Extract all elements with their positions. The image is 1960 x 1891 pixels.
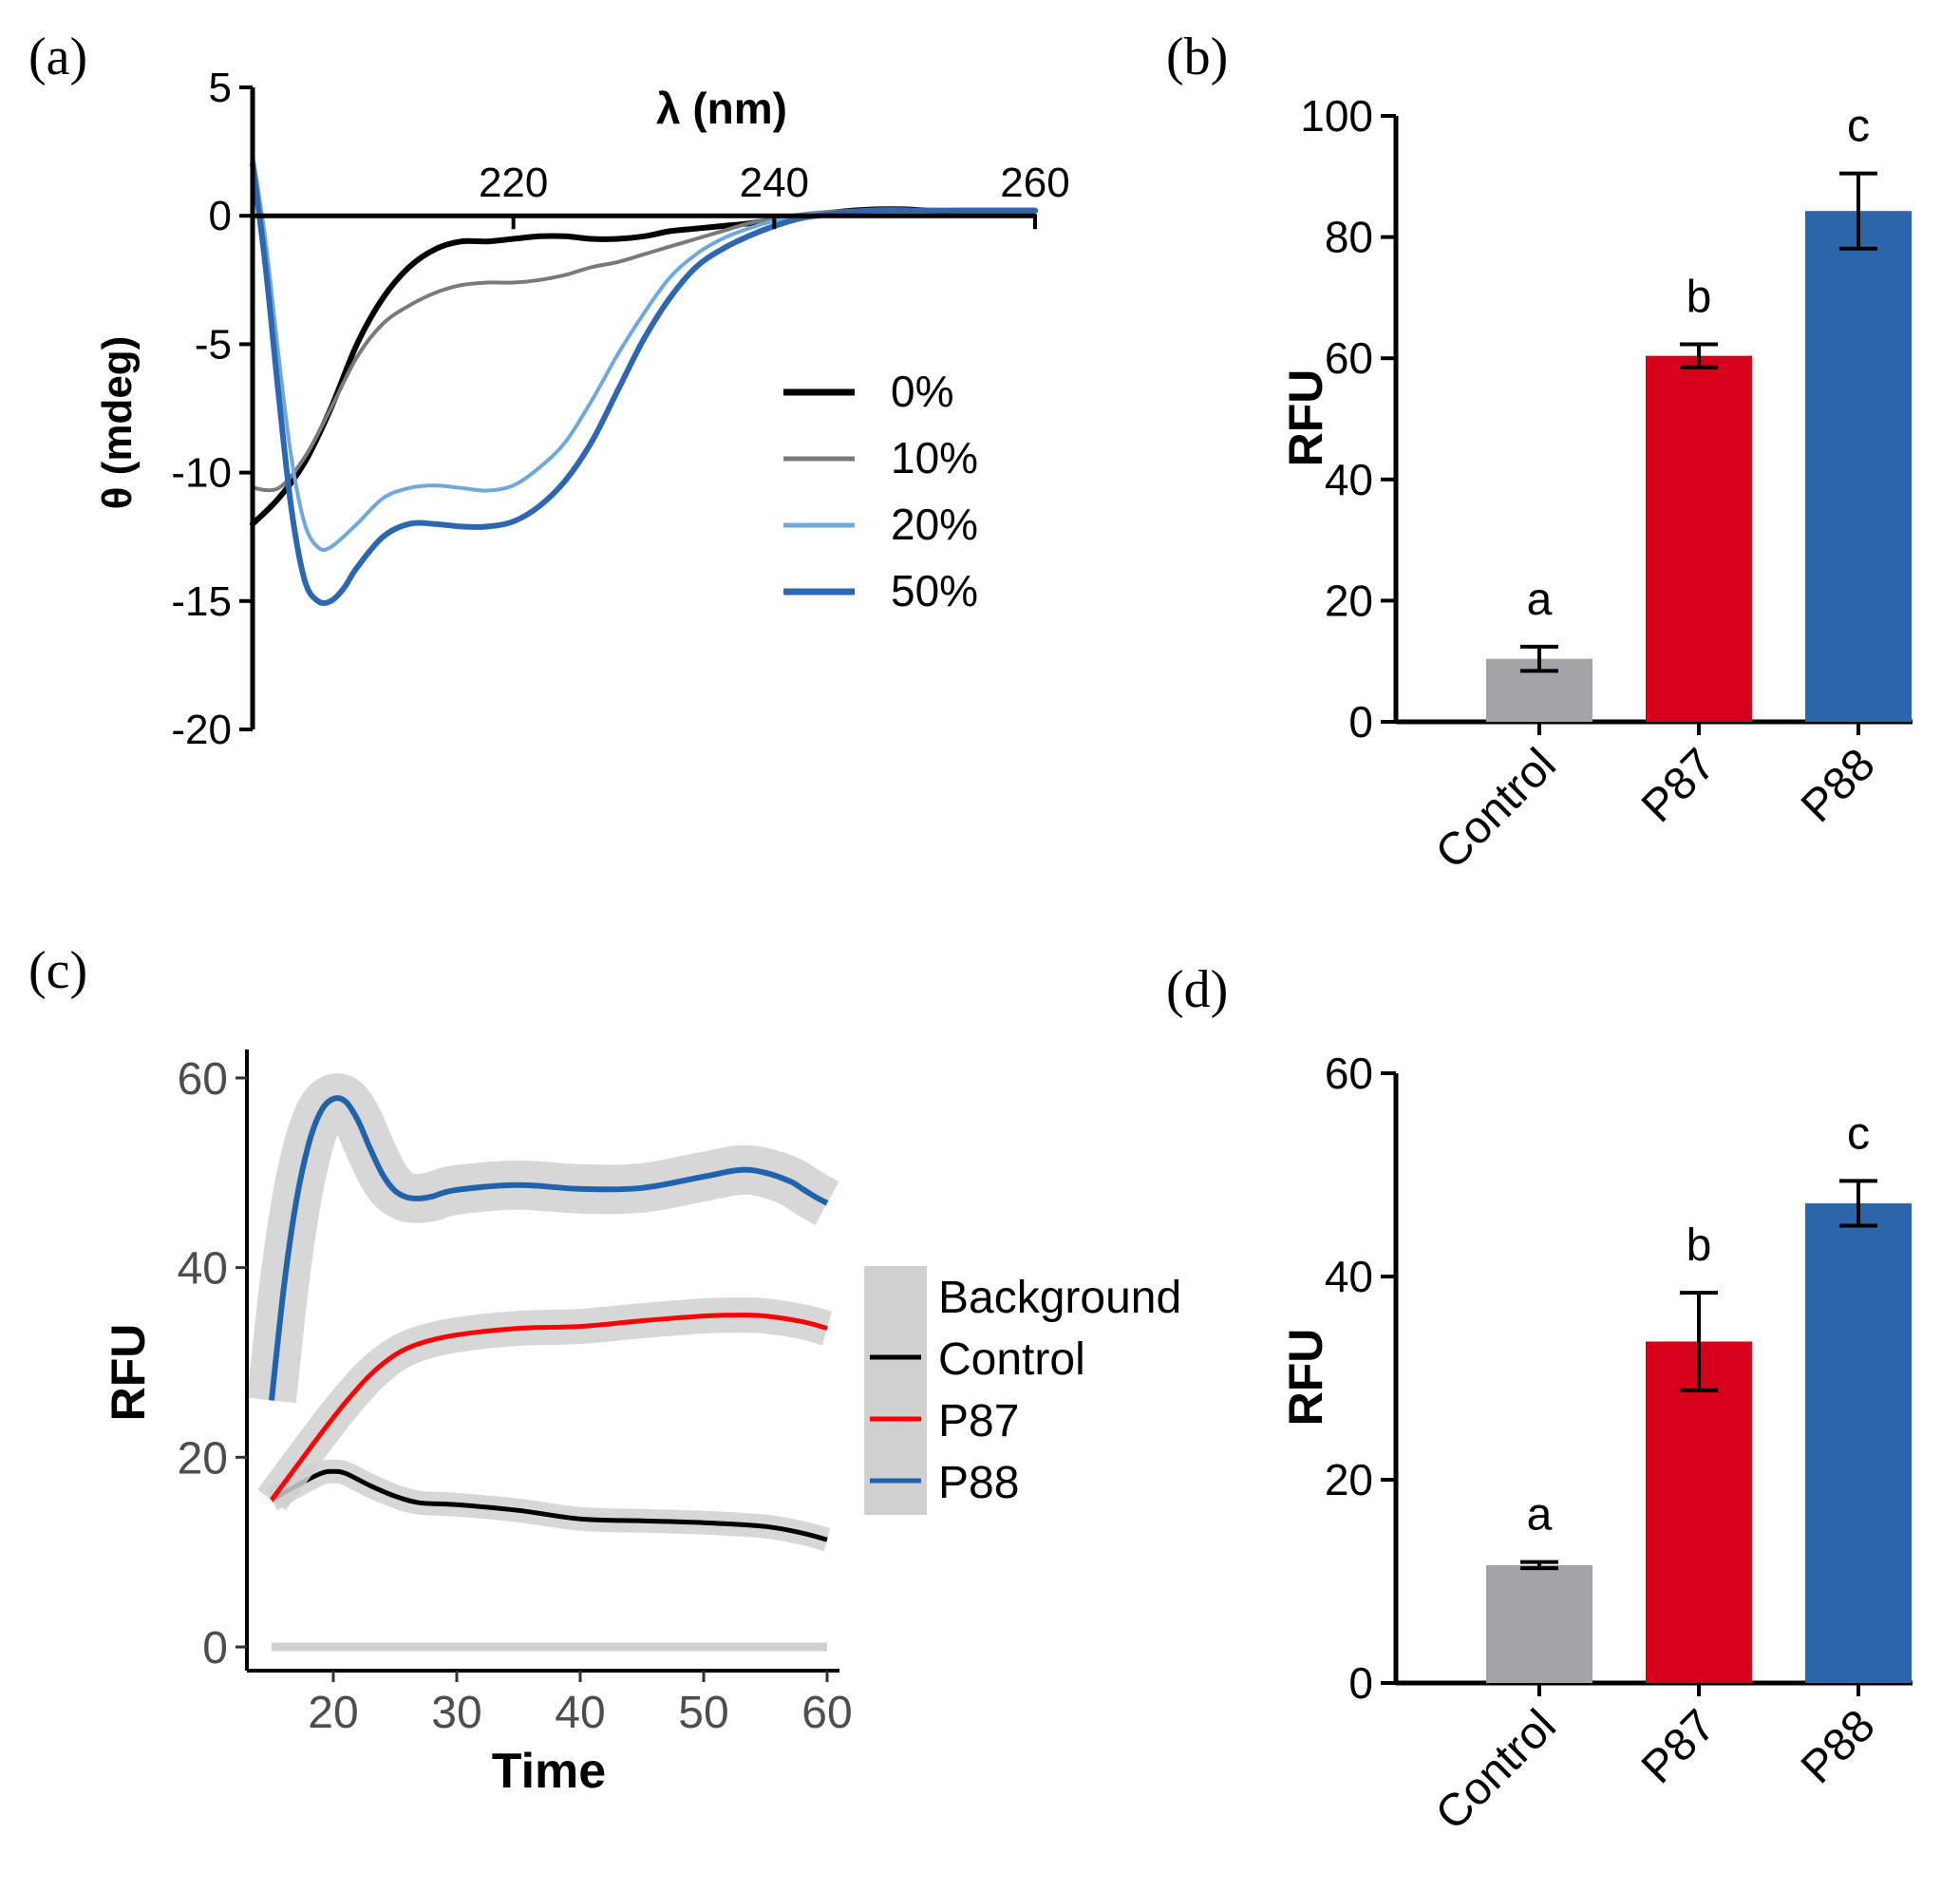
- panel-c-legend-label-1: Control: [938, 1334, 1085, 1385]
- panel-a-legend-label-0: 0%: [891, 367, 953, 416]
- panel-b-ytick-label-5: 100: [1300, 91, 1373, 141]
- panel-c-xtick-label-2: 40: [555, 1688, 605, 1738]
- panel-a-xtick-label-2: 260: [1000, 160, 1069, 206]
- panel-c-xtick-label-3: 50: [678, 1688, 728, 1738]
- panel-c-series-line-1: [270, 1468, 828, 1542]
- panel-c-series-line-2: [269, 1313, 828, 1502]
- panel-a-ytick-label-2: -5: [195, 321, 232, 368]
- panel-a-ylabel: θ (mdeg): [94, 336, 141, 510]
- panel-c-xtick-label-4: 60: [801, 1688, 852, 1738]
- panel-b-significance-letter-0: a: [1527, 575, 1553, 625]
- panel-c-xtick-label-0: 20: [308, 1688, 358, 1738]
- panel-a-ytick-label-5: -20: [171, 707, 232, 753]
- panel-d-bar-control: [1486, 1564, 1592, 1683]
- panel-d-ylabel: RFU: [1279, 1329, 1332, 1427]
- panel-a-series-group: [250, 152, 1038, 607]
- panel-c-series-group: [247, 1073, 839, 1652]
- panel-b-ytick-label-3: 60: [1325, 333, 1373, 383]
- panel-b-ylabel: RFU: [1279, 369, 1332, 467]
- panel-a-xlabel: λ (nm): [656, 84, 787, 133]
- panel-d-label: (d): [1166, 960, 1228, 1019]
- panel-a-cd-spectra: (a) 5 0 -5 -10 -15 -20 220 240 260 λ (nm) θ (mde…: [28, 28, 1070, 753]
- panel-a-label: (a): [28, 28, 87, 86]
- panel-c-time-series: (c) 0 20 40 60 20 30 40 50 60 Time RFU Backgroun…: [28, 941, 1181, 1799]
- panel-a-legend-label-1: 10%: [891, 433, 978, 482]
- panel-c-legend: Background Control P87 P88: [864, 1266, 1181, 1515]
- panel-a-ytick-label-3: -10: [171, 450, 232, 497]
- panel-c-axes: 0 20 40 60 20 30 40 50 60: [178, 1050, 853, 1738]
- panel-c-label: (c): [28, 941, 87, 1000]
- panel-a-series-line-3: [250, 161, 1038, 607]
- panel-a-legend-label-3: 50%: [891, 566, 978, 615]
- panel-b-label: (b): [1166, 28, 1228, 86]
- panel-a-legend-label-2: 20%: [891, 500, 978, 549]
- panel-b-ytick-label-2: 40: [1325, 455, 1373, 504]
- panel-d-significance-letter-2: c: [1847, 1108, 1870, 1159]
- panel-d-significance-letter-0: a: [1527, 1490, 1553, 1541]
- panel-d-significance-letter-1: b: [1687, 1220, 1712, 1271]
- panel-a-legend: 0% 10% 20% 50%: [783, 367, 978, 615]
- panel-a-xtick-label-1: 240: [740, 160, 809, 206]
- panel-d-bar-p87: [1646, 1341, 1752, 1683]
- panel-a-ytick-label-1: 0: [209, 193, 232, 239]
- panel-b-ytick-label-4: 80: [1325, 213, 1373, 262]
- panel-c-legend-label-0: Background: [938, 1273, 1181, 1323]
- panel-a-axes: 5 0 -5 -10 -15 -20 220 240 260: [171, 65, 1069, 753]
- panel-c-xtick-label-1: 30: [431, 1688, 481, 1738]
- panel-c-legend-label-3: P88: [938, 1458, 1019, 1508]
- panel-a-ytick-label-4: -15: [171, 578, 232, 625]
- panel-b-ytick-label-1: 20: [1325, 576, 1373, 625]
- panel-b-bar-p88: [1805, 211, 1912, 722]
- panel-c-ytick-label-2: 40: [178, 1244, 228, 1295]
- panel-c-legend-label-2: P87: [938, 1396, 1019, 1447]
- panel-c-ytick-label-0: 0: [202, 1623, 228, 1674]
- panel-b-significance-letter-2: c: [1847, 102, 1870, 152]
- panel-d-ytick-label-2: 40: [1325, 1252, 1373, 1301]
- panel-a-xtick-label-0: 220: [479, 160, 548, 206]
- panel-c-legend-key-background: [864, 1266, 927, 1515]
- panel-b-ytick-label-0: 0: [1348, 697, 1373, 747]
- panel-c-ytick-label-3: 60: [178, 1054, 228, 1105]
- panel-a-ytick-label-0: 5: [209, 65, 232, 111]
- panel-b-bar-p87: [1646, 355, 1752, 722]
- panel-c-ytick-label-1: 20: [178, 1433, 228, 1484]
- panel-d-ytick-label-0: 0: [1348, 1658, 1373, 1708]
- panel-b-significance-letter-1: b: [1687, 273, 1712, 323]
- panel-d-ytick-label-1: 20: [1325, 1455, 1373, 1504]
- panel-d-bar-p88: [1805, 1202, 1912, 1683]
- panel-c-xlabel: Time: [492, 1744, 606, 1799]
- panel-c-ylabel: RFU: [102, 1324, 155, 1422]
- panel-d-ytick-label-3: 60: [1325, 1049, 1373, 1098]
- panel-c-series-line-3: [269, 1095, 829, 1401]
